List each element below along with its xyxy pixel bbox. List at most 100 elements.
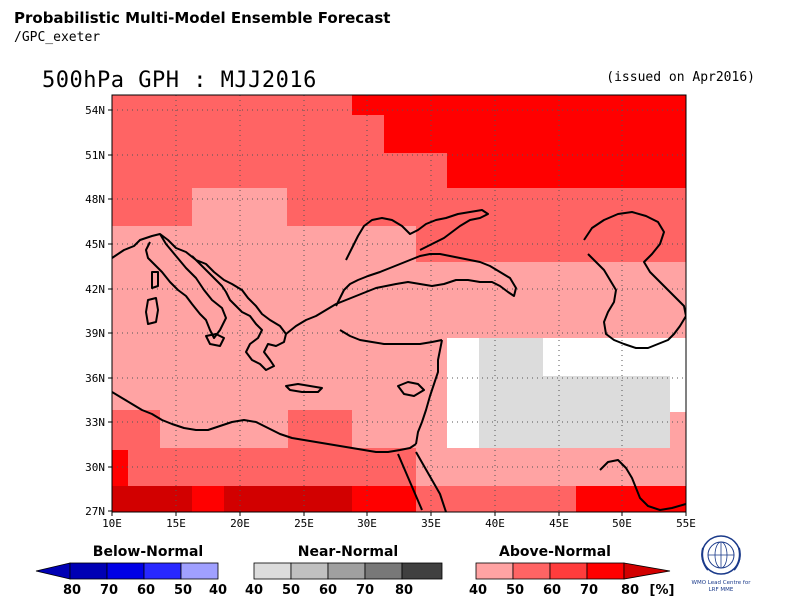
legend-near-tick: 50 [282, 583, 300, 598]
field-above-70-ne3 [447, 153, 686, 188]
logo-text-line2: LRF MME [709, 587, 734, 593]
lon-label: 50E [612, 517, 632, 530]
lat-label: 27N [85, 505, 105, 518]
field-above-50-egypt [288, 410, 352, 450]
map-frame [111, 94, 687, 513]
legend-below-tick: 40 [209, 583, 227, 598]
field-above-50-pontic [416, 226, 686, 262]
lon-label: 25E [294, 517, 314, 530]
legend-near-50 [290, 562, 329, 580]
map-title: 500hPa GPH : MJJ2016 [42, 68, 317, 93]
coast-crete [285, 383, 323, 393]
legend-above-tick: 50 [506, 583, 524, 598]
legend-near-tick: 60 [319, 583, 337, 598]
coast-europe-south [112, 233, 287, 371]
coastlines [112, 209, 686, 512]
coast-caspian [583, 211, 686, 349]
legend-above: Above-Normal 40 50 60 70 80 [%] [469, 544, 675, 598]
lat-label: 45N [85, 238, 105, 251]
legend-below-tick: 70 [100, 583, 118, 598]
field-near-40-east [543, 376, 670, 448]
legend-above-tick: 80 [621, 583, 639, 598]
legend-below-70 [106, 562, 145, 580]
header-subtitle: /GPC_exeter [14, 30, 101, 45]
legend-near-60 [327, 562, 366, 580]
coast-turkey-south [339, 329, 443, 345]
legend-above-unit: [%] [650, 583, 675, 598]
legend-below-80 [69, 562, 108, 580]
lon-label: 55E [676, 517, 696, 530]
coast-sicily [205, 333, 225, 347]
legend-below: Below-Normal 80 70 60 50 40 [35, 544, 227, 598]
lon-label: 15E [166, 517, 186, 530]
issued-date: (issued on Apr2016) [606, 70, 755, 85]
field-above-50-s5 [416, 486, 576, 512]
field-near-40 [479, 338, 543, 448]
legend-above-label: Above-Normal [499, 544, 611, 560]
coast-gulf [599, 459, 686, 511]
lat-label: 39N [85, 327, 105, 340]
field-above-80-s1 [112, 486, 192, 512]
field-above-70-s4 [352, 486, 416, 512]
field-above-40-balkans [192, 188, 287, 228]
grid-lines [112, 95, 686, 512]
field-above-80-s3 [224, 486, 352, 512]
field-above-50-libya [112, 410, 160, 450]
legend-below-60 [143, 562, 182, 580]
field-above-70-s2 [192, 486, 224, 512]
field-above-70-ne1 [352, 95, 686, 115]
lat-label: 36N [85, 372, 105, 385]
wmo-emblem-icon: WMO Lead Centre for LRF MME [692, 535, 752, 593]
legend-below-50 [180, 562, 219, 580]
coast-red-sea [397, 453, 423, 511]
legend-above-tick: 60 [543, 583, 561, 598]
legend-below-tick: 60 [137, 583, 155, 598]
lat-labels: 54N 51N 48N 45N 42N 39N 36N 33N 30N 27N [85, 104, 105, 518]
legend-near-80 [401, 562, 443, 580]
field-blank-east [543, 338, 686, 376]
legend-above-tick: 70 [580, 583, 598, 598]
lat-label: 30N [85, 461, 105, 474]
field-above-70-s6 [576, 486, 686, 512]
legend-above-arrow [623, 562, 671, 580]
lat-label: 48N [85, 193, 105, 206]
lon-labels: 10E 15E 20E 25E 30E 35E 40E 45E 50E 55E [102, 517, 696, 530]
lon-label: 20E [230, 517, 250, 530]
legend-above-50 [512, 562, 551, 580]
coast-levant [415, 339, 443, 445]
field-blank-se [670, 376, 686, 412]
header-title: Probabilistic Multi-Model Ensemble Forec… [14, 9, 391, 27]
coast-italy [145, 233, 227, 339]
lon-label: 45E [549, 517, 569, 530]
lat-label: 51N [85, 149, 105, 162]
logo-text-line1: WMO Lead Centre for [692, 580, 752, 586]
field-blank-west [447, 338, 479, 448]
lon-label: 40E [485, 517, 505, 530]
legend-near-tick: 80 [395, 583, 413, 598]
legend-near: Near-Normal 40 50 60 70 80 [245, 544, 443, 598]
coast-north-africa [112, 391, 417, 453]
legend-above-40 [475, 562, 514, 580]
legend-near-70 [364, 562, 403, 580]
coast-cyprus [397, 381, 425, 397]
legend-near-40 [253, 562, 292, 580]
field-above-70-ne2 [384, 115, 686, 153]
legend-below-arrow [35, 562, 71, 580]
coast-corsica [151, 271, 159, 289]
lat-label: 54N [85, 104, 105, 117]
coast-black-sea-north [345, 209, 489, 261]
lat-label: 42N [85, 283, 105, 296]
coast-sardinia [145, 297, 159, 325]
legend-above-60 [549, 562, 588, 580]
field-above-40-north-africa [160, 410, 288, 450]
legend-above-tick: 40 [469, 583, 487, 598]
lon-label: 35E [421, 517, 441, 530]
legend-near-label: Near-Normal [298, 544, 398, 560]
coast-red-sea-east [415, 451, 447, 512]
legend-above-70 [586, 562, 625, 580]
legend-near-tick: 70 [356, 583, 374, 598]
tick-marks [108, 109, 687, 516]
field-above-70-sw [112, 450, 128, 486]
legend-below-tick: 80 [63, 583, 81, 598]
